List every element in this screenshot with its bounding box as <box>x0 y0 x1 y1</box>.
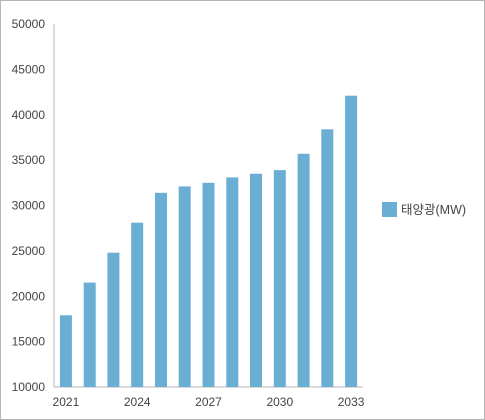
bar-2031 <box>297 153 310 387</box>
bar-2026 <box>178 186 191 387</box>
bar-2021 <box>59 315 72 387</box>
y-tick-labels: 10000 15000 20000 25000 30000 35000 40000 45000… <box>12 17 46 394</box>
x-tick-label: 2027 <box>195 395 222 409</box>
bar-2022 <box>83 282 96 387</box>
bar-2029 <box>250 173 262 387</box>
bar-2024 <box>131 222 144 387</box>
legend-label: 태양광(MW) <box>401 203 466 217</box>
y-tick-label: 30000 <box>12 199 46 213</box>
y-tick-label: 10000 <box>12 380 46 394</box>
x-tick-label: 2024 <box>124 395 151 409</box>
bar-2030 <box>273 170 286 387</box>
bar-2027 <box>202 182 215 387</box>
bar-2023 <box>107 252 120 387</box>
bar-2032 <box>321 129 334 388</box>
x-tick-labels: 2021 2024 2027 2030 2033 <box>53 395 365 409</box>
bar-series <box>59 95 358 388</box>
x-tick-label: 2021 <box>53 395 80 409</box>
y-tick-label: 40000 <box>12 108 46 122</box>
legend: 태양광(MW) <box>382 202 466 217</box>
bar-2033 <box>345 95 358 387</box>
y-tick-label: 45000 <box>12 62 46 76</box>
bar-2028 <box>226 177 239 387</box>
legend-swatch <box>382 202 397 217</box>
y-tick-label: 15000 <box>12 335 46 349</box>
bar-2025 <box>155 192 167 387</box>
x-tick-label: 2030 <box>266 395 293 409</box>
y-tick-label: 20000 <box>12 289 46 303</box>
y-tick-label: 25000 <box>12 244 46 258</box>
y-tick-label: 50000 <box>12 17 46 31</box>
y-tick-label: 35000 <box>12 153 46 167</box>
x-tick-label: 2033 <box>338 395 365 409</box>
